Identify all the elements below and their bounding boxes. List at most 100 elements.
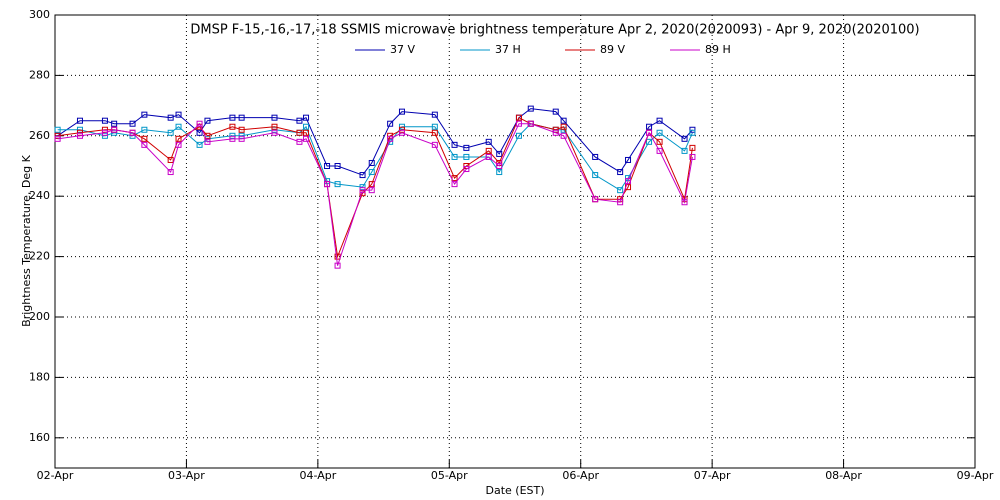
data-point <box>646 129 653 136</box>
data-point <box>485 138 492 145</box>
data-point <box>431 111 438 118</box>
data-point <box>303 123 310 130</box>
x-tick-label: 09-Apr <box>957 469 994 482</box>
plot-frame <box>54 14 976 469</box>
data-point <box>271 126 278 133</box>
data-point <box>271 114 278 121</box>
data-point <box>204 117 211 124</box>
legend-label: 89 V <box>600 43 625 56</box>
data-point <box>689 144 696 151</box>
data-point <box>387 120 394 127</box>
y-tick-label: 260 <box>29 129 50 142</box>
data-point <box>646 123 653 130</box>
data-point <box>515 114 522 121</box>
x-axis-label: Date (EST) <box>485 484 544 497</box>
data-point <box>646 138 653 145</box>
data-point <box>689 126 696 133</box>
data-point <box>625 156 632 163</box>
data-point <box>368 159 375 166</box>
data-point <box>101 117 108 124</box>
data-point <box>359 172 366 179</box>
data-point <box>681 147 688 154</box>
data-point <box>387 135 394 142</box>
x-tick-label: 08-Apr <box>825 469 862 482</box>
data-point <box>129 120 136 127</box>
y-tick-label: 220 <box>29 250 50 263</box>
data-point <box>527 105 534 112</box>
data-point <box>398 123 405 130</box>
data-point <box>451 181 458 188</box>
data-point <box>689 153 696 160</box>
data-point <box>398 129 405 136</box>
x-tick-label: 06-Apr <box>562 469 599 482</box>
x-tick-label: 05-Apr <box>431 469 468 482</box>
data-point <box>496 150 503 157</box>
data-point <box>303 129 310 136</box>
data-point <box>196 141 203 148</box>
data-point <box>515 120 522 127</box>
chart-title: DMSP F-15,-16,-17,-18 SSMIS microwave br… <box>190 23 919 38</box>
data-point <box>54 135 61 142</box>
data-point <box>296 138 303 145</box>
data-point <box>359 187 366 194</box>
data-point <box>334 163 341 169</box>
data-point <box>592 153 599 160</box>
data-point <box>76 126 83 133</box>
data-point <box>689 129 696 136</box>
data-point <box>552 108 559 115</box>
data-point <box>656 138 663 145</box>
data-point <box>496 163 503 169</box>
data-point <box>167 114 174 121</box>
data-point <box>625 178 632 185</box>
data-point <box>324 163 331 169</box>
data-point <box>229 135 236 142</box>
data-point <box>617 169 624 176</box>
data-point <box>527 120 534 127</box>
data-point <box>324 181 331 188</box>
data-point <box>560 117 567 124</box>
data-point <box>229 123 236 130</box>
data-point <box>175 123 182 130</box>
series-line <box>57 123 693 191</box>
data-point <box>617 199 624 206</box>
data-point <box>592 196 599 203</box>
data-point <box>451 141 458 148</box>
data-point <box>656 117 663 124</box>
data-point <box>175 141 182 148</box>
x-tick-label: 02-Apr <box>37 469 74 482</box>
data-point <box>167 169 174 176</box>
data-point <box>271 129 278 136</box>
data-point <box>167 129 174 136</box>
x-tick-label: 07-Apr <box>694 469 731 482</box>
data-point <box>303 135 310 142</box>
data-point <box>485 153 492 160</box>
data-point <box>296 117 303 124</box>
y-tick-label: 300 <box>29 8 50 21</box>
x-tick-label: 03-Apr <box>168 469 205 482</box>
data-point <box>463 166 470 173</box>
data-point <box>398 108 405 115</box>
data-point <box>496 169 503 176</box>
data-point <box>141 126 148 133</box>
data-point <box>368 169 375 176</box>
data-point <box>560 123 567 130</box>
data-point <box>101 129 108 136</box>
y-tick-label: 200 <box>29 310 50 323</box>
data-point <box>54 126 61 133</box>
data-point <box>592 172 599 179</box>
data-point <box>101 132 108 139</box>
data-point <box>656 147 663 154</box>
legend-label: 37 H <box>495 43 521 56</box>
data-point <box>141 111 148 118</box>
data-point <box>431 123 438 130</box>
data-point <box>485 147 492 154</box>
data-point <box>76 132 83 139</box>
data-point <box>111 126 118 133</box>
data-point <box>515 132 522 139</box>
data-point <box>141 141 148 148</box>
data-point <box>271 123 278 130</box>
legend-label: 89 H <box>705 43 731 56</box>
legend-label: 37 V <box>390 43 415 56</box>
data-point <box>334 181 341 188</box>
data-point <box>238 132 245 139</box>
